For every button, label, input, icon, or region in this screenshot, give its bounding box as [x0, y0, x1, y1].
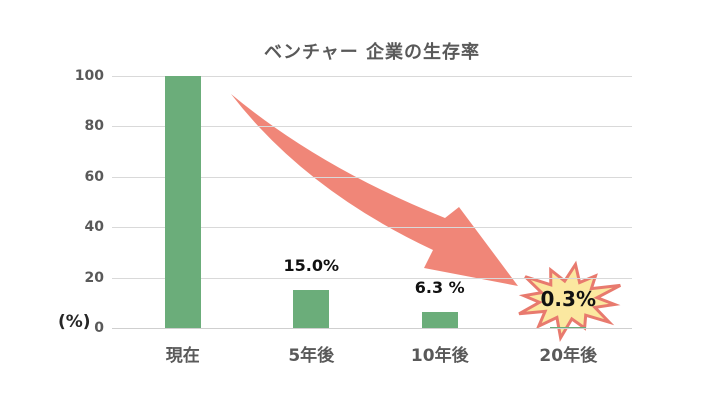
y-tick-label: 40: [84, 219, 104, 236]
x-axis-label: 10年後: [410, 346, 469, 366]
y-tick-label: 60: [84, 168, 104, 185]
y-axis-unit-label: (%): [58, 312, 91, 332]
y-tick-label: 100: [74, 68, 104, 84]
y-tick-label: 0: [94, 320, 104, 336]
y-tick-label: 20: [84, 269, 104, 286]
gridline-80: [112, 126, 632, 128]
chart-title: ベンチャー 企業の生存率: [263, 42, 481, 63]
y-tick-label: 80: [84, 118, 104, 135]
bar-4: [550, 327, 587, 329]
x-axis-label: 5年後: [288, 346, 335, 366]
gridline-60: [112, 176, 632, 178]
gridline-0: [112, 328, 632, 329]
bar-1: [164, 76, 201, 328]
gridline-20: [112, 277, 632, 279]
bar-2: [293, 290, 330, 328]
bar-value-label: 6.3 %: [414, 278, 465, 298]
x-axis-label: 20年後: [539, 346, 598, 366]
gridline-40: [112, 227, 632, 229]
x-axis-label: 現在: [165, 346, 200, 366]
highlight-value-label: 0.3%: [540, 287, 596, 311]
bar-3: [421, 312, 458, 328]
gridline-100: [112, 76, 632, 77]
bar-value-label: 15.0%: [283, 256, 339, 276]
